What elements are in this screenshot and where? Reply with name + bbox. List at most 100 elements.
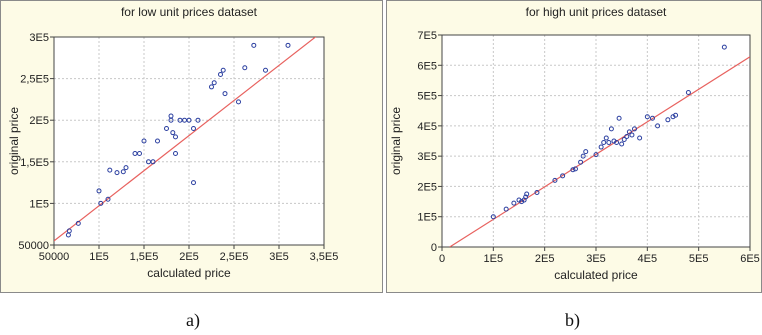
data-point-b-35 (665, 117, 671, 123)
data-point-b-26 (621, 136, 627, 142)
x-tick-label-a-4: 2,5E5 (220, 251, 249, 263)
y-tick-label-a-5: 3E5 (29, 32, 49, 44)
fit-line-b (449, 56, 750, 247)
data-point-a-34 (242, 65, 248, 71)
data-point-a-26 (195, 117, 201, 123)
x-tick-label-a-5: 3E5 (269, 251, 289, 263)
data-point-a-4 (98, 200, 104, 206)
data-point-a-8 (120, 169, 126, 175)
x-tick-label-b-1: 1E5 (484, 253, 504, 265)
data-point-b-8 (534, 189, 540, 195)
data-point-b-37 (673, 112, 679, 118)
chart-title-a: for low unit prices dataset (121, 5, 258, 19)
data-point-a-29 (211, 80, 217, 86)
data-point-b-27 (624, 133, 630, 139)
y-axis-label-a: original price (7, 107, 21, 175)
data-point-b-21 (608, 126, 614, 132)
data-point-b-34 (655, 123, 661, 129)
data-point-b-38 (685, 90, 691, 96)
data-point-a-12 (141, 138, 147, 144)
chart-panel-b: 0 1E5 2E5 3E5 4E5 5E5 6E5 0 1E5 2E5 3E5 4E5 5E5 6E5 7E… (386, 0, 762, 293)
data-point-a-18 (168, 117, 174, 123)
data-point-b-7 (524, 191, 530, 197)
y-tick-label-b-3: 3E5 (417, 151, 437, 163)
data-point-a-35 (251, 42, 257, 48)
data-point-a-15 (155, 138, 160, 144)
y-tick-label-a-1: 1E5 (29, 198, 49, 210)
data-point-a-9 (123, 165, 129, 171)
x-tick-label-b-5: 5E5 (689, 253, 709, 265)
data-point-b-12 (572, 166, 578, 172)
x-tick-label-a-6: 3,5E5 (310, 251, 339, 263)
y-tick-label-b-1: 1E5 (417, 212, 437, 224)
data-point-a-30 (218, 71, 223, 77)
y-tick-label-b-0: 0 (431, 242, 437, 254)
data-point-a-31 (220, 67, 226, 73)
data-point-a-37 (285, 42, 291, 48)
data-point-b-0 (490, 214, 496, 220)
data-point-a-20 (173, 134, 178, 140)
data-point-b-23 (614, 140, 620, 146)
data-point-b-14 (580, 153, 586, 159)
y-tick-label-a-3: 2E5 (29, 115, 49, 127)
data-point-a-21 (173, 150, 178, 156)
data-point-a-32 (222, 91, 228, 97)
data-point-b-33 (649, 115, 655, 121)
y-tick-label-b-6: 6E5 (417, 60, 437, 72)
data-point-b-29 (629, 132, 635, 138)
scatter-chart-b: 0 1E5 2E5 3E5 4E5 5E5 6E5 0 1E5 2E5 3E5 4E5 5E5 6E5 7E… (389, 5, 760, 282)
data-point-b-17 (598, 144, 604, 150)
data-point-a-25 (191, 126, 196, 132)
x-tick-label-b-6: 6E5 (740, 253, 760, 265)
data-point-a-24 (186, 117, 192, 123)
data-point-a-7 (114, 170, 120, 176)
data-point-a-28 (209, 84, 214, 90)
x-tick-label-b-0: 0 (439, 253, 445, 265)
data-point-b-28 (626, 129, 632, 135)
data-point-a-14 (150, 159, 156, 165)
y-tick-label-b-5: 5E5 (417, 91, 437, 103)
data-point-a-36 (263, 67, 268, 73)
x-axis-label-a: calculated price (147, 266, 231, 280)
y-tick-label-b-4: 4E5 (417, 121, 437, 133)
x-tick-label-b-4: 4E5 (638, 253, 658, 265)
data-point-a-3 (96, 188, 102, 194)
data-point-a-16 (164, 126, 169, 132)
data-point-b-31 (637, 135, 643, 141)
chart-title-b: for high unit prices dataset (526, 5, 667, 19)
data-point-b-10 (560, 173, 566, 179)
data-point-b-20 (606, 140, 612, 146)
y-tick-label-b-2: 2E5 (417, 181, 437, 193)
x-axis-label-b: calculated price (554, 268, 638, 282)
x-tick-label-b-2: 2E5 (535, 253, 555, 265)
data-point-a-2 (75, 220, 81, 226)
x-tick-label-a-2: 1,5E5 (130, 251, 159, 263)
y-tick-label-b-7: 7E5 (417, 30, 437, 42)
data-point-a-19 (170, 130, 176, 136)
data-point-b-39 (721, 44, 727, 50)
data-point-a-5 (105, 196, 111, 202)
data-point-b-30 (632, 126, 637, 132)
x-tick-label-a-3: 2E5 (179, 251, 199, 263)
data-point-a-6 (107, 167, 113, 173)
data-point-b-11 (570, 167, 576, 173)
y-tick-label-a-0: 50000 (18, 240, 49, 252)
data-point-b-32 (644, 114, 650, 120)
x-tick-label-b-3: 3E5 (586, 253, 606, 265)
data-point-b-1 (503, 206, 509, 212)
x-tick-label-a-0: 50000 (39, 251, 70, 263)
chart-panel-a: 50000 1E5 1,5E5 2E5 2,5E5 3E5 3,5E5 50000 1E5 1,5… (0, 0, 383, 293)
data-point-b-16 (593, 152, 599, 158)
data-point-a-33 (236, 99, 241, 105)
y-tick-label-a-4: 2,5E5 (20, 74, 49, 86)
caption-b: b) (565, 310, 580, 330)
data-point-b-13 (578, 159, 584, 165)
y-tick-label-a-2: 1,5E5 (20, 157, 49, 169)
data-point-a-11 (137, 150, 142, 156)
data-point-b-2 (511, 200, 517, 206)
data-point-b-25 (619, 141, 625, 147)
fit-line-a (54, 37, 317, 242)
data-point-b-18 (601, 140, 607, 146)
scatter-chart-a: 50000 1E5 1,5E5 2E5 2,5E5 3E5 3,5E5 50000 1E5 1,5… (7, 5, 339, 280)
data-point-b-24 (616, 115, 622, 121)
